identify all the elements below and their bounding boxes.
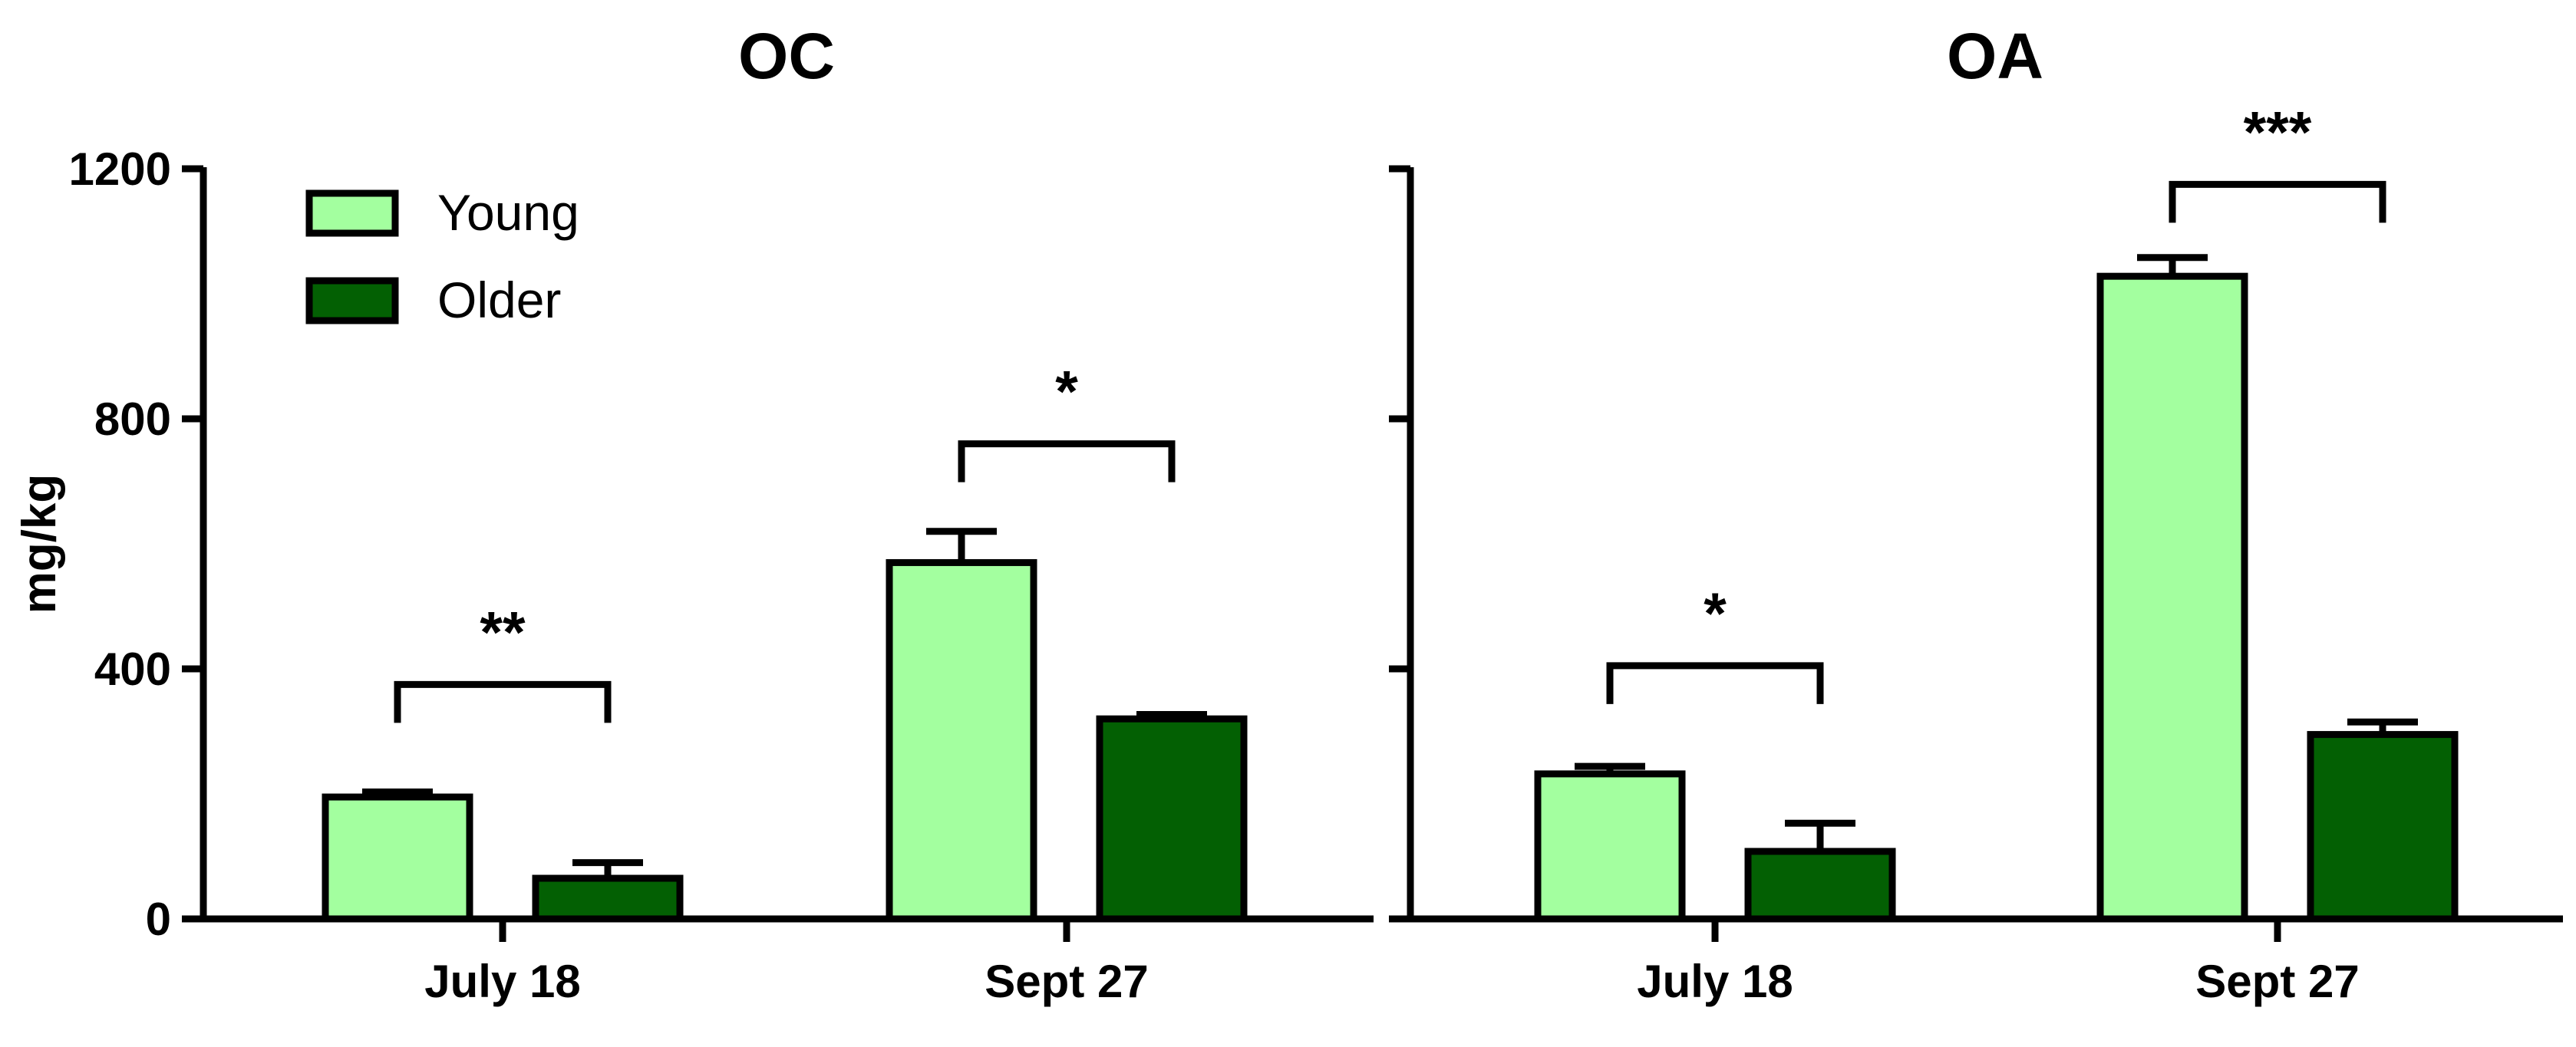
bar-young xyxy=(322,793,473,923)
bar-young xyxy=(2096,272,2248,923)
x-tick-label: July 18 xyxy=(1637,956,1793,1007)
x-tick-label: July 18 xyxy=(424,956,580,1007)
y-tick-label: 0 xyxy=(146,894,171,945)
y-tick-label: 1200 xyxy=(69,143,171,195)
x-tick-label: Sept 27 xyxy=(985,956,1148,1007)
panel-title: OA xyxy=(1947,20,2043,92)
bar-older xyxy=(2307,731,2459,923)
y-tick-label: 400 xyxy=(94,644,171,695)
x-tick-label: Sept 27 xyxy=(2195,956,2359,1007)
significance-bracket xyxy=(394,680,612,723)
y-tick-label: 800 xyxy=(94,393,171,445)
legend-label: Older xyxy=(437,272,561,328)
significance-bracket xyxy=(958,440,1176,482)
bar-older xyxy=(1096,715,1248,923)
legend-swatch-young xyxy=(305,189,399,237)
significance-label: *** xyxy=(2244,100,2312,165)
significance-label: * xyxy=(1704,581,1727,647)
bar-young xyxy=(1534,770,1686,923)
significance-label: ** xyxy=(480,600,526,665)
y-axis-title: mg/kg xyxy=(13,474,66,614)
legend-label: Young xyxy=(437,184,579,241)
panel-title: OC xyxy=(738,20,835,92)
significance-bracket xyxy=(2169,180,2386,223)
legend-swatch-older xyxy=(305,277,399,324)
bar-older xyxy=(532,874,684,923)
significance-label: * xyxy=(1055,360,1078,425)
bar-young xyxy=(886,558,1037,923)
significance-bracket xyxy=(1606,662,1824,704)
bar-older xyxy=(1744,848,1896,923)
